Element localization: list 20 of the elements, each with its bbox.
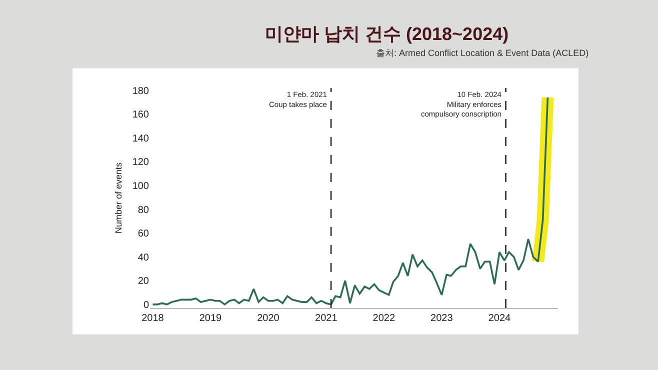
x-tick-label: 2021 <box>315 313 338 324</box>
x-tick-label: 2018 <box>142 313 164 324</box>
y-axis-title: Number of events <box>114 162 124 234</box>
x-tick-label: 2022 <box>372 313 396 324</box>
y-tick-label: 0 <box>143 300 150 311</box>
x-tick-label: 2024 <box>488 313 511 324</box>
y-tick-label: 60 <box>138 228 150 240</box>
x-tick-label: 2020 <box>257 313 280 324</box>
y-tick-label: 120 <box>132 157 150 168</box>
y-tick-label: 140 <box>132 133 150 144</box>
chart-title: 미얀마 납치 건수 (2018~2024) <box>265 24 509 44</box>
y-tick-label: 100 <box>132 181 150 192</box>
y-tick-label: 180 <box>132 86 150 97</box>
chart-subtitle: 출처: Armed Conflict Location & Event Data (ACLED) <box>376 48 589 58</box>
y-tick-label: 40 <box>138 252 150 264</box>
y-tick-label: 160 <box>132 110 150 121</box>
y-tick-label: 80 <box>138 204 150 216</box>
x-tick-label: 2019 <box>199 313 222 324</box>
y-tick-label: 20 <box>138 276 150 288</box>
x-tick-label: 2023 <box>430 313 454 324</box>
